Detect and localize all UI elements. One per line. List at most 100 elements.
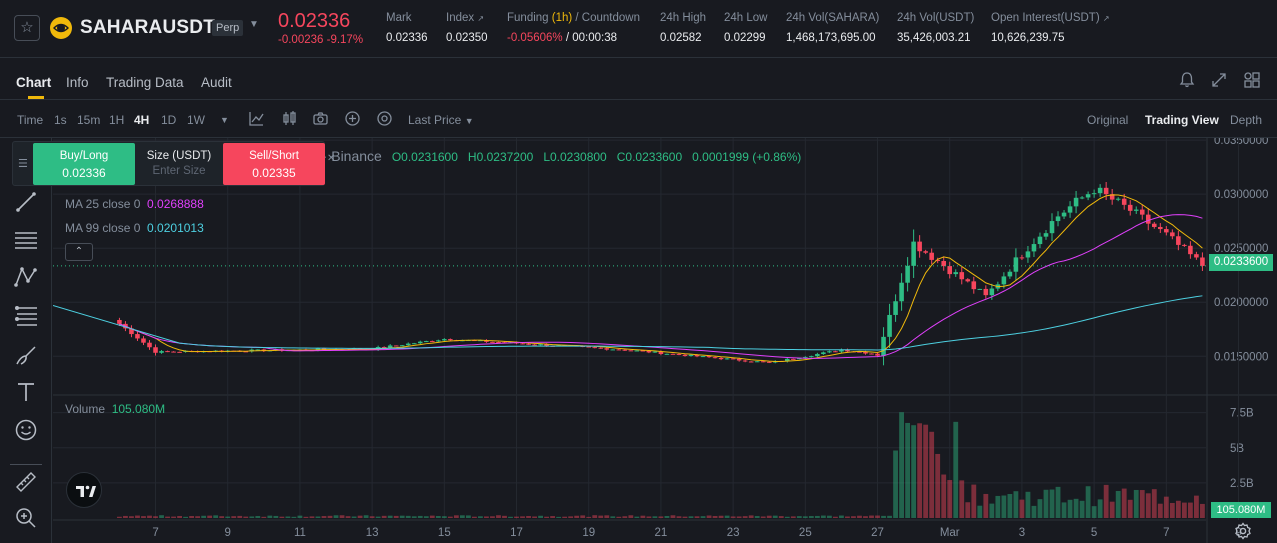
- candle-body: [622, 349, 628, 351]
- volume-bar: [1127, 499, 1133, 518]
- view-trading-view[interactable]: Trading View: [1145, 113, 1219, 127]
- price-change-pct: -9.17%: [326, 34, 364, 46]
- volume-bar: [706, 515, 712, 518]
- candle-body: [430, 341, 435, 343]
- ruler-icon[interactable]: [13, 469, 39, 495]
- horizontal-lines-icon[interactable]: [13, 227, 39, 253]
- interval-dropdown-icon[interactable]: ▼: [220, 115, 229, 125]
- candle-body: [766, 361, 772, 363]
- candle-body: [1013, 257, 1019, 272]
- interval-15m[interactable]: 15m: [77, 113, 101, 127]
- candle-body: [797, 358, 802, 360]
- expand-icon[interactable]: [1210, 71, 1228, 89]
- candle-body: [646, 350, 652, 353]
- candle-type-icon[interactable]: [281, 110, 298, 127]
- candle-body: [538, 344, 543, 346]
- volume-bar: [790, 516, 796, 518]
- trend-line-icon[interactable]: [13, 189, 39, 215]
- volume-bar: [465, 515, 471, 518]
- stat-mark: Mark 0.02336: [386, 12, 428, 44]
- size-input[interactable]: [137, 165, 221, 177]
- candle-body: [1109, 194, 1115, 200]
- candle-body: [1139, 209, 1145, 215]
- stat-open-interest[interactable]: Open Interest(USDT) ↗ 10,626,239.75: [991, 12, 1110, 44]
- candle-body: [448, 339, 453, 341]
- volume-bar: [357, 515, 363, 518]
- ma99-legend: MA 99 close 0 0.0201013: [65, 221, 204, 235]
- brush-icon[interactable]: [13, 342, 39, 368]
- volume-bar: [857, 515, 862, 518]
- zoom-in-icon[interactable]: [13, 505, 39, 531]
- emoji-icon[interactable]: [13, 417, 39, 443]
- indicator-icon[interactable]: [248, 110, 265, 127]
- tradingview-logo[interactable]: [66, 472, 102, 508]
- fib-icon[interactable]: [13, 303, 39, 329]
- candle-body: [387, 345, 393, 348]
- collapse-legend-button[interactable]: ⌃: [65, 243, 93, 261]
- bell-icon[interactable]: [1178, 71, 1196, 89]
- interval-1h[interactable]: 1H: [109, 113, 125, 127]
- add-indicator-icon[interactable]: [344, 110, 361, 127]
- price-chart[interactable]: 0.0350000 0.0300000 0.0250000 0.0200000 0.01…: [53, 138, 1277, 543]
- favorite-star-icon[interactable]: ☆: [14, 15, 40, 41]
- close-icon[interactable]: ✕: [327, 153, 336, 164]
- sell-short-button[interactable]: Sell/Short 0.02335: [223, 143, 325, 185]
- volume-bar: [1103, 484, 1109, 518]
- volume-bar: [676, 516, 682, 518]
- interval-1s[interactable]: 1s: [54, 113, 67, 127]
- view-original[interactable]: Original: [1087, 113, 1129, 127]
- sidebar-divider: [10, 464, 42, 465]
- volume-bar: [1097, 499, 1103, 518]
- tab-info[interactable]: Info: [66, 75, 89, 90]
- funding-interval: (1h): [551, 12, 573, 24]
- interval-1w[interactable]: 1W: [187, 113, 205, 127]
- volume-bar: [393, 515, 399, 518]
- volume-bar: [243, 516, 249, 518]
- interval-time[interactable]: Time: [17, 113, 44, 127]
- interval-4h[interactable]: 4H: [134, 113, 150, 127]
- candle-body: [953, 272, 959, 275]
- ticker-header: ☆ SAHARAUSDT Perp ▼ 0.02336 -0.00236 -9.…: [0, 0, 1277, 58]
- volume-bar: [646, 516, 652, 518]
- volume-bar: [881, 515, 886, 518]
- volume-bar: [285, 516, 291, 518]
- volume-bar: [1151, 489, 1157, 518]
- volume-label: Volume: [65, 402, 106, 416]
- volume-bar: [610, 516, 616, 518]
- date-axis-label: 15: [438, 527, 451, 539]
- price-type-select[interactable]: Last Price ▼: [408, 113, 474, 127]
- volume-bar: [273, 515, 279, 518]
- volume-axis-label: 5B: [1230, 443, 1244, 455]
- drag-handle-icon[interactable]: ☰: [18, 158, 28, 170]
- settings-icon[interactable]: [1234, 522, 1252, 540]
- stat-funding[interactable]: Funding (1h) / Countdown -0.05606% / 00:…: [507, 12, 640, 44]
- volume-bar: [147, 515, 152, 518]
- candle-body: [1007, 271, 1013, 277]
- stat-index[interactable]: Index ↗ 0.02350: [446, 12, 488, 44]
- buy-long-button[interactable]: Buy/Long 0.02336: [33, 143, 135, 185]
- interval-1d[interactable]: 1D: [161, 113, 177, 127]
- price-axis-label: 0.0150000: [1214, 351, 1268, 363]
- camera-icon[interactable]: [312, 110, 329, 127]
- candle-body: [917, 241, 922, 252]
- candle-body: [141, 338, 146, 343]
- pattern-icon[interactable]: [13, 264, 39, 290]
- symbol-dropdown-icon[interactable]: ▼: [249, 19, 259, 30]
- candle-body: [1079, 197, 1085, 199]
- volume-bar: [869, 515, 874, 518]
- symbol-name[interactable]: SAHARAUSDT: [80, 17, 215, 38]
- volume-bar: [574, 515, 580, 518]
- date-axis-label: 25: [799, 527, 812, 539]
- volume-bar: [724, 515, 730, 518]
- ma99-label: MA 99 close 0: [65, 221, 141, 235]
- tab-trading-data[interactable]: Trading Data: [106, 75, 184, 90]
- chart-settings-icon[interactable]: [376, 110, 393, 127]
- volume-bar: [441, 516, 447, 518]
- tab-chart[interactable]: Chart: [16, 75, 52, 90]
- text-icon[interactable]: [13, 379, 39, 405]
- volume-bar: [381, 515, 387, 518]
- tab-audit[interactable]: Audit: [201, 75, 232, 90]
- layout-icon[interactable]: [1243, 71, 1261, 89]
- view-depth[interactable]: Depth: [1230, 113, 1263, 127]
- candle-body: [652, 351, 658, 353]
